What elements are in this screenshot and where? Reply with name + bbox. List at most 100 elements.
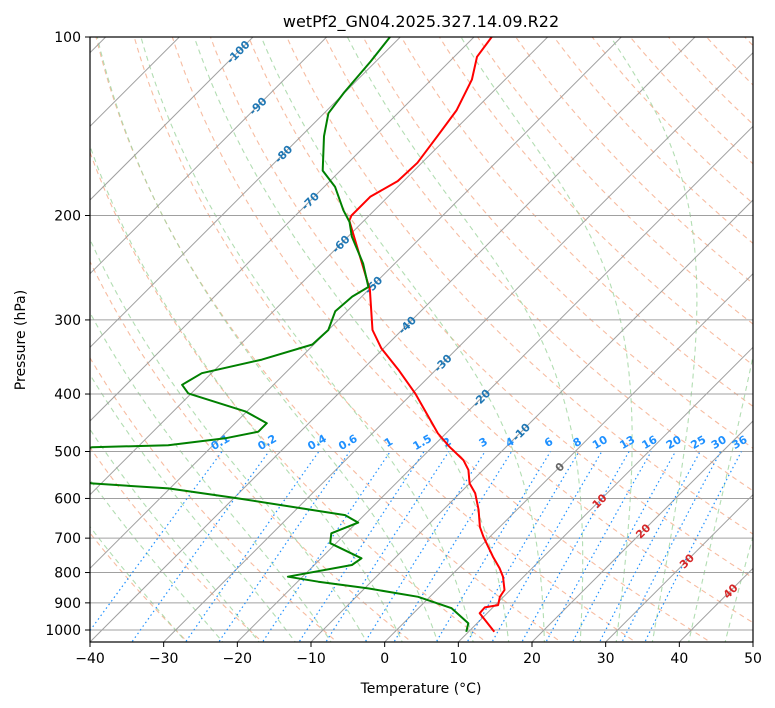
dry-adiabat: [515, 37, 753, 285]
y-tick-label: 600: [54, 491, 81, 507]
y-axis-label: Pressure (hPa): [13, 290, 29, 390]
dry-adiabat: [667, 37, 753, 126]
mixing-ratio-label: 1: [382, 435, 395, 450]
dewpoint-profile-line: [90, 37, 470, 633]
x-tick-label: 0: [380, 651, 389, 667]
moist-adiabat: [610, 37, 698, 642]
mixing-ratio-line: [131, 451, 270, 642]
mixing-ratio-line: [435, 451, 552, 642]
dry-adiabat: [591, 37, 753, 205]
y-tick-label: 200: [54, 209, 81, 225]
mixing-ratio-label: 0.4: [305, 432, 329, 453]
isotherm-line: [310, 199, 753, 642]
moist-adiabat: [346, 37, 584, 642]
isotherm-line: [90, 37, 328, 275]
mixing-ratio-label: 25: [689, 433, 709, 452]
axes-ticks: −40 −30 −20 −10 0 10 20 30 40 50 100 200 300 400 500 60…: [45, 30, 762, 667]
mixing-ratio-label: 8: [571, 435, 584, 450]
x-tick-label: 10: [449, 651, 467, 667]
mixing-ratio-line: [298, 451, 425, 642]
isotherm-line: [678, 567, 753, 642]
isotherm-line: [90, 37, 402, 349]
dry-adiabat: [171, 37, 712, 642]
isotherm-line: [604, 493, 753, 642]
y-tick-label: 1000: [45, 623, 81, 639]
y-tick-label: 700: [54, 531, 81, 547]
dry-adiabat: [90, 150, 488, 642]
dry-adiabat: [90, 446, 264, 642]
mixing-ratio-line: [644, 451, 742, 642]
dry-adiabat: [362, 37, 753, 449]
dry-adiabat: [286, 37, 753, 535]
dry-adiabat: [324, 37, 753, 492]
background-lines: [90, 24, 775, 645]
isotherm-label: -100: [224, 38, 253, 67]
dry-adiabat: [95, 37, 562, 642]
isotherm-line: [90, 37, 549, 496]
moist-adiabat: [90, 373, 296, 642]
y-tick-label: 500: [54, 444, 81, 460]
dry-adiabat: [209, 37, 753, 624]
dry-adiabat: [400, 37, 753, 408]
moist-adiabat: [140, 37, 474, 642]
plot-frame: [89, 36, 754, 643]
x-tick-label: 50: [744, 651, 762, 667]
moist-adiabat: [96, 37, 439, 642]
mixing-ratio-line: [261, 451, 391, 642]
mixing-ratio-label: 3: [477, 435, 490, 450]
moist-adiabat: [724, 534, 753, 642]
dry-adiabat: [248, 37, 753, 579]
mixing-ratio-line: [218, 451, 351, 642]
moist-adiabat: [460, 37, 633, 642]
moist-adiabat: [90, 478, 224, 642]
moist-adiabat: [260, 37, 545, 642]
x-tick-label: 40: [670, 651, 688, 667]
mixing-ratio-line: [325, 451, 450, 642]
mixing-ratio-line: [90, 451, 223, 632]
dry-adiabat: [629, 37, 753, 165]
mixing-ratio-label: 1.5: [411, 432, 434, 453]
y-tick-label: 400: [54, 387, 81, 403]
dry-adiabat: [438, 37, 753, 366]
moist-adiabat: [688, 353, 753, 642]
isotherm-label: -20: [470, 386, 493, 409]
y-tick-label: 300: [54, 313, 81, 329]
moist-adiabat: [90, 428, 260, 642]
y-tick-label: 900: [54, 596, 81, 612]
isotherm-line: [162, 51, 753, 642]
isotherm-label: -10: [510, 420, 533, 443]
isotherm-label: -90: [246, 94, 269, 117]
mixing-ratio-line: [521, 451, 630, 642]
x-tick-label: −30: [149, 651, 179, 667]
mixing-ratio-label: 10: [590, 433, 610, 452]
isotherm-line: [90, 37, 254, 201]
moist-adiabat: [90, 311, 332, 642]
isotherm-line: [90, 37, 475, 422]
temperature-profile-line: [348, 37, 506, 633]
mixing-ratio-line: [393, 451, 513, 642]
mixing-ratio-label: 20: [664, 433, 684, 452]
isotherm-label: -70: [299, 189, 322, 212]
isotherm-line: [457, 346, 753, 642]
x-tick-label: 30: [597, 651, 615, 667]
dry-adiabat: [770, 24, 775, 645]
mixing-ratio-line: [621, 451, 722, 642]
dry-adiabat: [133, 37, 637, 642]
mixing-ratio-line: [491, 451, 603, 642]
isotherm-line: [236, 125, 753, 642]
x-tick-label: −20: [223, 651, 253, 667]
x-tick-label: −40: [75, 651, 105, 667]
y-tick-label: 800: [54, 566, 81, 582]
dry-adiabat: [705, 37, 753, 86]
chart-title: wetPf2_GN04.2025.327.14.09.R22: [283, 12, 559, 32]
x-axis-label: Temperature (°C): [360, 681, 482, 697]
profiles: [90, 37, 506, 633]
isotherm-line: [752, 641, 753, 642]
x-tick-label: −10: [296, 651, 326, 667]
isotherm-label: -80: [272, 142, 295, 165]
y-tick-label: 100: [54, 30, 81, 46]
isotherm-line: [531, 420, 753, 642]
isotherm-line: [90, 37, 696, 642]
x-tick-label: 20: [523, 651, 541, 667]
